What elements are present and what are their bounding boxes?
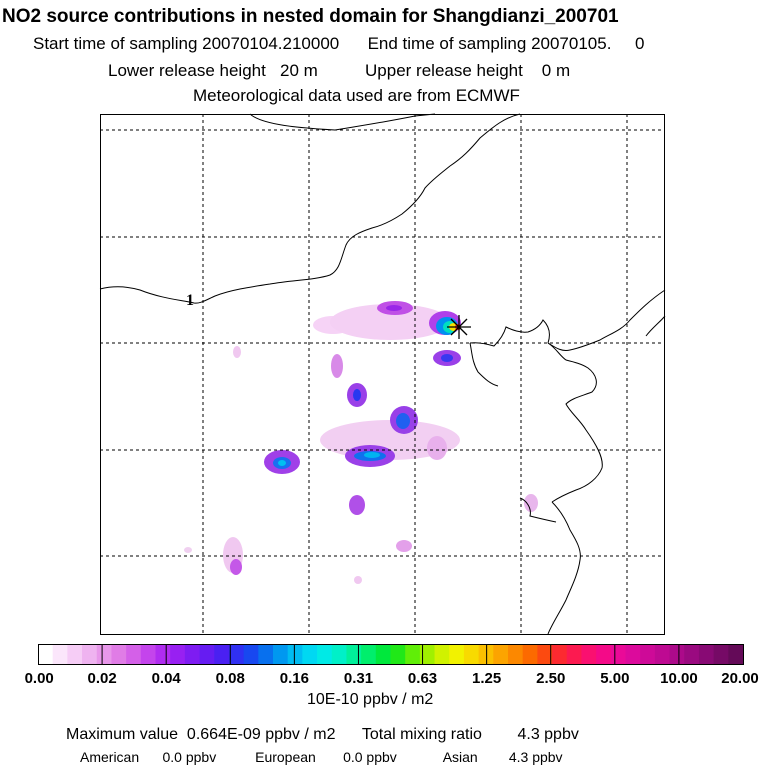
- region-european-name: European: [255, 749, 316, 765]
- colorbar-swatch: [52, 644, 68, 665]
- colorbar-tick-label: 0.04: [151, 670, 181, 687]
- colorbar-swatch: [228, 644, 245, 665]
- colorbar-swatch: [317, 644, 333, 665]
- total-mixing-label: Total mixing ratio: [361, 726, 482, 743]
- colorbar-tick-label: 0.63: [407, 670, 438, 687]
- lower-height-value: 20 m: [280, 61, 318, 80]
- region-american-value: 0.0 ppbv: [162, 749, 217, 765]
- colorbar-swatch: [508, 644, 524, 665]
- colorbar-swatch: [684, 644, 700, 665]
- colorbar-swatch: [493, 644, 509, 665]
- colorbar-swatch: [346, 644, 362, 665]
- colorbar-swatch: [38, 644, 54, 665]
- colorbar-swatch: [287, 644, 303, 665]
- colorbar-tick-label: 0.02: [87, 670, 117, 687]
- colorbar-swatch: [82, 644, 98, 665]
- colorbar-swatch: [405, 644, 421, 665]
- regional-contributions: American 0.0 ppbv European 0.0 ppbv Asia…: [80, 750, 563, 764]
- coastlines: [99, 113, 666, 635]
- colorbar-swatch: [390, 644, 406, 665]
- sampling-time-line: Start time of sampling 20070104.210000 E…: [33, 35, 645, 52]
- colorbar-swatch: [434, 644, 450, 665]
- colorbar-swatch: [67, 644, 83, 665]
- colorbar-swatch: [698, 644, 715, 665]
- region-asian-value: 4.3 ppbv: [508, 749, 563, 765]
- region-american-name: American: [80, 749, 140, 765]
- start-time-label: Start time of sampling: [33, 34, 198, 53]
- summary-line: Maximum value 0.664E-09 ppbv / m2 Total …: [66, 727, 579, 743]
- colorbar-swatch: [184, 644, 201, 665]
- colorbar-separators: [101, 644, 680, 665]
- total-mixing-value: 4.3 ppbv: [517, 726, 579, 743]
- colorbar-swatch: [214, 644, 230, 665]
- colorbar-tick-label: 0.31: [343, 670, 374, 687]
- upper-height-value: 0 m: [541, 61, 571, 80]
- colorbar-swatch: [566, 644, 582, 665]
- colorbar-swatch: [713, 644, 729, 665]
- colorbar-swatch: [273, 644, 289, 665]
- colorbar-swatch: [111, 644, 127, 665]
- colorbar-swatch: [361, 644, 377, 665]
- colorbar-swatch: [199, 644, 215, 665]
- colorbar-swatch: [669, 644, 685, 665]
- region-asian-name: Asian: [442, 749, 478, 765]
- colorbar-tick-label: 5.00: [600, 670, 630, 687]
- colorbar-swatch: [375, 644, 391, 665]
- receptor-star-icon: [447, 315, 471, 339]
- colorbar-tick-label: 1.25: [472, 670, 502, 687]
- end-time-label: End time of sampling: [367, 34, 527, 53]
- met-data-line: Meteorological data used are from ECMWF: [193, 86, 520, 105]
- colorbar-swatch: [419, 644, 436, 665]
- colorbar-swatch: [581, 644, 597, 665]
- colorbar-swatch: [463, 644, 480, 665]
- lower-height-label: Lower release height: [108, 61, 266, 80]
- colorbar-swatch: [552, 644, 568, 665]
- max-value: 0.664E-09 ppbv / m2: [186, 726, 336, 743]
- colorbar-swatch: [640, 644, 656, 665]
- colorbar-swatch: [140, 644, 156, 665]
- release-height-line: Lower release height 20 m Upper release …: [108, 62, 570, 79]
- colorbar-frame: [38, 644, 744, 665]
- max-value-label: Maximum value: [66, 726, 179, 743]
- region-european-value: 0.0 ppbv: [343, 749, 397, 765]
- map-title: NO2 source contributions in nested domai…: [2, 6, 619, 27]
- colorbar-tick-label: 10.00: [660, 670, 698, 687]
- colorbar-units: 10E-10 ppbv / m2: [307, 691, 434, 708]
- colorbar-swatch: [537, 644, 553, 665]
- colorbar-swatch: [596, 644, 612, 665]
- colorbar-tick-label: 0.00: [24, 670, 54, 687]
- colorbar-swatch: [522, 644, 538, 665]
- colorbar-tick-label: 0.16: [279, 670, 309, 687]
- colorbar-swatch: [610, 644, 626, 665]
- grid-lines: [100, 114, 665, 634]
- colorbar: [38, 644, 744, 665]
- colorbar-swatch: [155, 644, 171, 665]
- colorbar-swatch: [258, 644, 274, 665]
- colorbar-swatch: [126, 644, 142, 665]
- contour-label: 1: [186, 292, 194, 309]
- colorbar-swatch: [96, 644, 112, 665]
- colorbar-swatch: [302, 644, 318, 665]
- colorbar-swatch: [728, 644, 744, 665]
- colorbar-swatch: [243, 644, 259, 665]
- start-time-value: 20070104.210000: [202, 34, 340, 53]
- colorbar-tick-label: 0.08: [215, 670, 245, 687]
- colorbar-tick-label: 20.00: [721, 670, 759, 687]
- map-frame: [100, 114, 665, 635]
- colorbar-swatch: [654, 644, 671, 665]
- colorbar-swatch: [449, 644, 465, 665]
- colorbar-swatch: [170, 644, 186, 665]
- colorbar-tick-label: 2.50: [536, 670, 566, 687]
- end-time-value: 20070105. 0: [531, 34, 645, 53]
- colorbar-swatch: [625, 644, 641, 665]
- upper-height-label: Upper release height: [365, 61, 523, 80]
- colorbar-swatch: [331, 644, 347, 665]
